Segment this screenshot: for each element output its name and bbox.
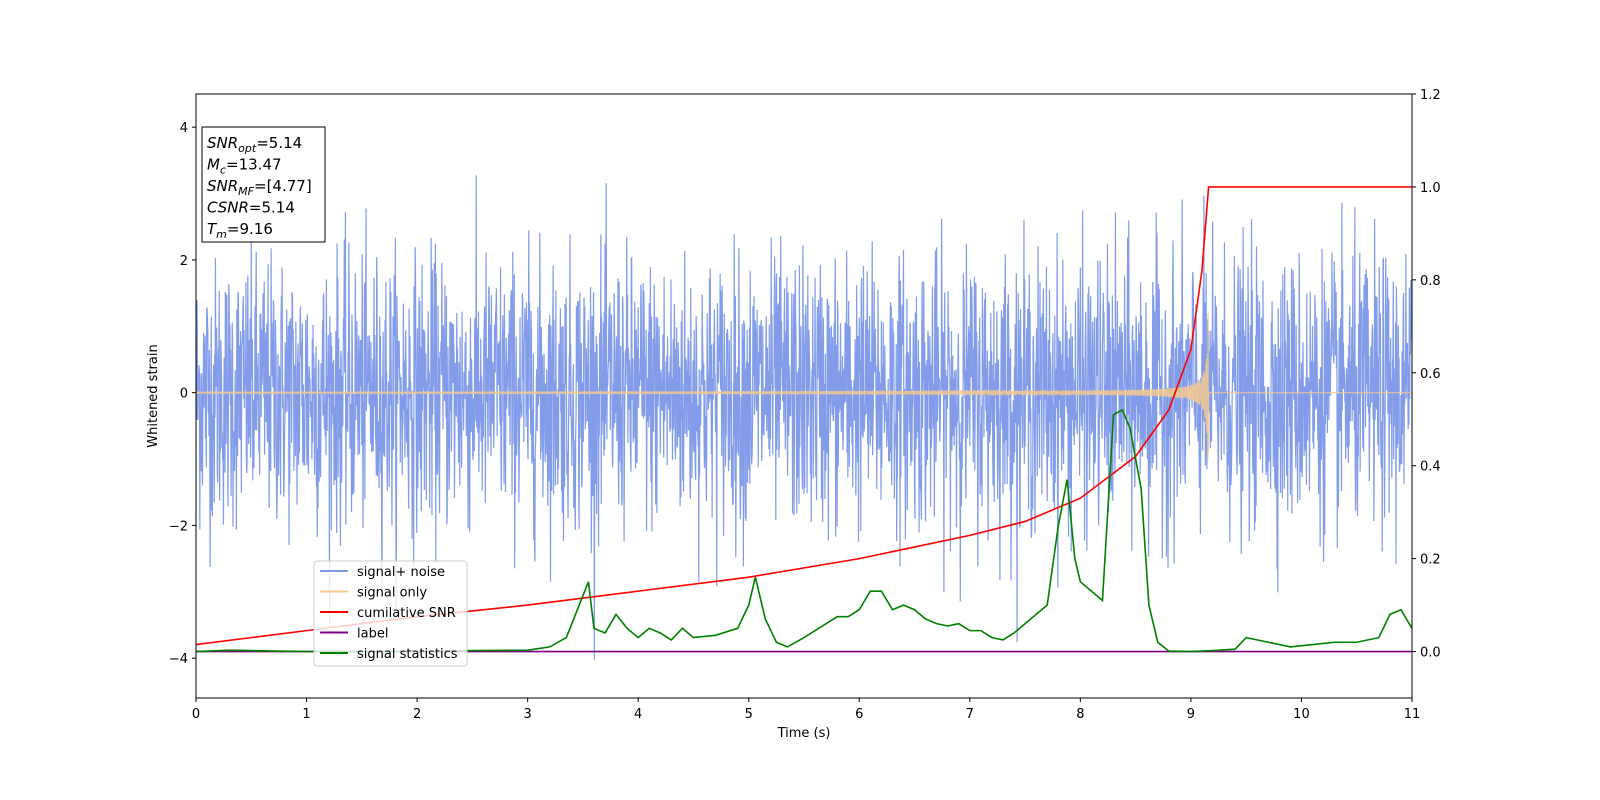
- annotation-line: Mc=13.47: [207, 156, 282, 177]
- y2-tick-label: 1.0: [1420, 181, 1441, 196]
- x-tick-label: 11: [1404, 707, 1421, 722]
- y-tick-label: 0: [180, 387, 188, 402]
- plot-frame: [195, 93, 1413, 699]
- y-axis-left: −4 −2 0 2 4: [169, 121, 196, 667]
- annotation-line: SNRMF=[4.77]: [207, 177, 312, 198]
- annotation-subscript: c: [220, 164, 226, 177]
- legend-entry-label: signal statistics: [357, 647, 458, 662]
- annotation-line: CSNR=5.14: [207, 199, 295, 217]
- annotation-value: =9.16: [227, 220, 273, 238]
- legend: signal+ noise signal only cumilative SNR la…: [313, 560, 468, 667]
- parameter-annotation-box: SNRopt=5.14Mc=13.47SNRMF=[4.77]CSNR=5.14…: [201, 126, 326, 243]
- y-axis-right: 0.0 0.2 0.4 0.6 0.8 1.0 1.2: [1412, 88, 1441, 661]
- annotation-value: =[4.77]: [254, 177, 312, 195]
- annotation-symbol: CSNR: [207, 199, 249, 217]
- annotation-value: =5.14: [249, 199, 295, 217]
- annotation-symbol: SNR: [207, 177, 238, 195]
- legend-frame: [313, 560, 468, 667]
- x-axis: 0 1 2 3 4 5 6 7 8 9 10 11: [192, 698, 1420, 722]
- legend-entry-label: label: [357, 627, 388, 642]
- x-tick-label: 1: [302, 707, 310, 722]
- y-axis-label: Whitened strain: [146, 344, 161, 447]
- y2-tick-label: 0.2: [1420, 553, 1441, 568]
- x-tick-label: 5: [745, 707, 753, 722]
- y2-tick-label: 0.6: [1420, 367, 1441, 382]
- y2-tick-label: 0.0: [1420, 646, 1441, 661]
- x-tick-label: 2: [413, 707, 421, 722]
- y-tick-label: 2: [180, 254, 188, 269]
- y2-tick-label: 0.8: [1420, 274, 1441, 289]
- x-tick-label: 0: [192, 707, 200, 722]
- annotation-value: =5.14: [256, 134, 302, 152]
- annotation-subscript: m: [216, 228, 227, 241]
- x-axis-label: Time (s): [777, 726, 831, 741]
- annotation-subscript: opt: [238, 142, 257, 155]
- series-signal-only-line: [196, 313, 1412, 461]
- x-tick-label: 8: [1076, 707, 1084, 722]
- x-tick-label: 6: [855, 707, 863, 722]
- y2-tick-label: 1.2: [1420, 88, 1441, 103]
- x-tick-label: 7: [966, 707, 974, 722]
- y2-tick-label: 0.4: [1420, 460, 1441, 475]
- series-signal-statistics-line: [196, 408, 1412, 653]
- x-tick-label: 10: [1293, 707, 1310, 722]
- y-tick-label: 4: [180, 121, 188, 136]
- y-tick-label: −4: [169, 652, 188, 667]
- legend-entry-label: signal only: [357, 586, 427, 601]
- annotation-line: Tm=9.16: [207, 220, 273, 241]
- annotation-symbol: T: [207, 220, 218, 238]
- legend-entry-label: signal+ noise: [357, 565, 445, 580]
- series-cumilative-snr-line: [196, 186, 1412, 646]
- annotation-frame: [201, 126, 326, 243]
- x-tick-label: 4: [634, 707, 642, 722]
- y-tick-label: −2: [169, 519, 188, 534]
- x-tick-label: 9: [1187, 707, 1195, 722]
- annotation-value: =13.47: [226, 156, 282, 174]
- x-tick-label: 3: [523, 707, 531, 722]
- legend-entry-label: cumilative SNR: [357, 606, 456, 621]
- annotation-symbol: SNR: [207, 134, 238, 152]
- annotation-subscript: MF: [238, 185, 254, 198]
- annotation-line: SNRopt=5.14: [207, 134, 302, 155]
- annotation-symbol: M: [207, 156, 220, 174]
